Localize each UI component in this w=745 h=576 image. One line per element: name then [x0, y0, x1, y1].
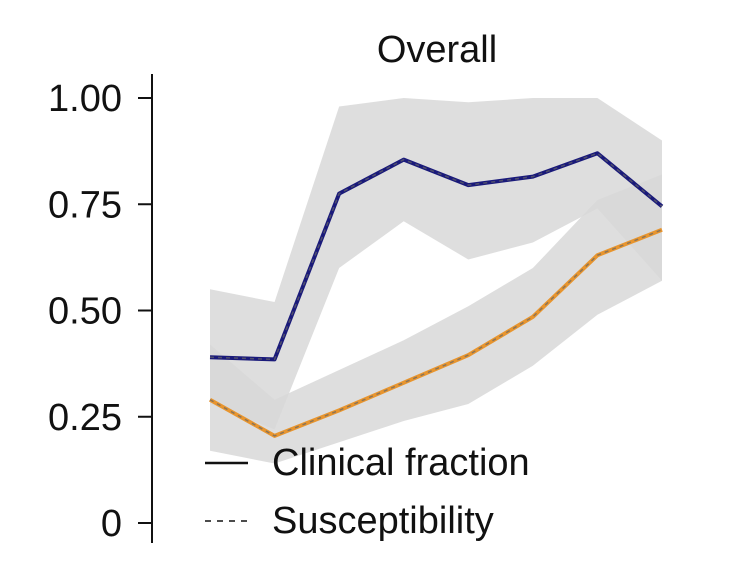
- legend: Clinical fraction Susceptibility: [205, 442, 530, 542]
- y-tick-label: 0: [101, 503, 122, 545]
- series-dashed-line-1: [209, 152, 663, 361]
- y-tick-label: 0.75: [48, 184, 122, 226]
- confidence-band-1: [210, 98, 662, 430]
- y-tick-label: 0.50: [48, 291, 122, 333]
- confidence-band-2: [210, 174, 662, 464]
- y-tick-label: 0.25: [48, 397, 122, 439]
- y-axis: 0 0.25 0.50 0.75 1.00: [48, 74, 153, 545]
- legend-label: Susceptibility: [272, 500, 494, 542]
- legend-label: Clinical fraction: [272, 442, 530, 484]
- series-lines: [209, 151, 664, 438]
- series-dashed-line-2: [209, 229, 663, 437]
- confidence-bands: [210, 98, 662, 464]
- chart-title: Overall: [377, 29, 497, 71]
- y-tick-label: 1.00: [48, 78, 122, 120]
